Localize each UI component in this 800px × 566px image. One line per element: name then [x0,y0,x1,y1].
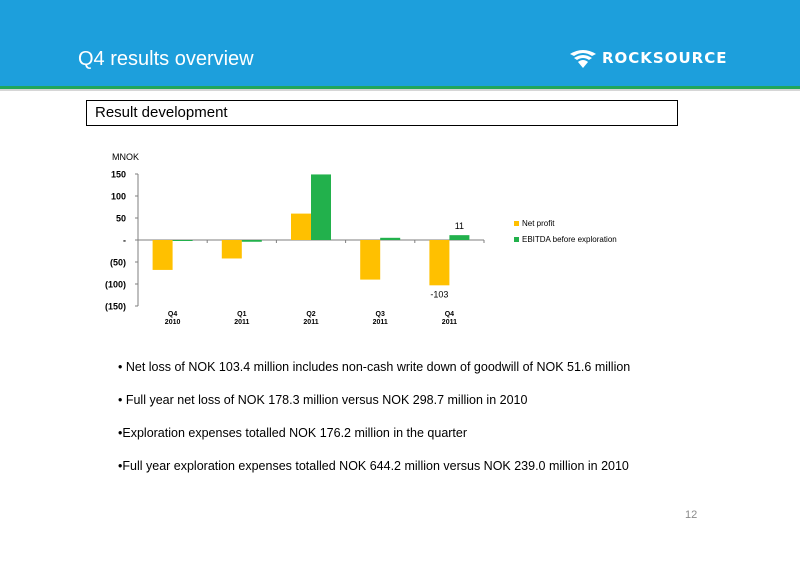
x-tick-label: Q4 [168,311,177,318]
y-tick-label: (100) [105,280,126,290]
bar-net-profit [221,240,242,259]
bar-net-profit [291,213,311,240]
chart-data-labels: -103 11 [430,221,464,299]
result-chart: MNOK 15010050-(50)(100)(150)Q42010Q12011… [105,152,617,326]
x-tick-label: 2010 [165,319,181,326]
bullet-item: •Full year exploration expenses totalled… [118,459,629,473]
section-title: Result development [95,104,228,121]
chart-unit-label: MNOK [112,152,139,162]
x-tick-label: Q1 [237,311,246,318]
chart-axes: 15010050-(50)(100)(150)Q42010Q12011Q2201… [105,170,485,326]
bar-net-profit [429,240,450,286]
x-tick-label: Q3 [376,311,385,318]
page-number: 12 [685,509,698,521]
y-tick-label: 150 [111,170,126,180]
data-label: -103 [430,289,448,299]
bullet-item: • Net loss of NOK 103.4 million includes… [118,360,631,374]
header-bar: Q4 results overview ROCKSOURCE [0,0,800,86]
bar-ebitda [241,240,262,242]
legend-swatch [514,221,519,226]
bullet-item: • Full year net loss of NOK 178.3 millio… [118,393,528,407]
bar-net-profit [152,240,173,270]
y-tick-label: 50 [116,214,126,224]
x-tick-label: Q2 [306,311,315,318]
bullet-item: •Exploration expenses totalled NOK 176.2… [118,426,468,440]
bar-net-profit [360,240,381,280]
rocksource-logo: ROCKSOURCE [568,46,726,70]
y-tick-label: - [123,236,126,246]
x-tick-label: 2011 [234,319,249,326]
bar-ebitda [172,240,193,241]
x-tick-label: 2011 [303,319,318,326]
header-shadow-stripe [0,89,800,91]
bar-ebitda [311,174,331,240]
chart-bars [152,174,470,286]
header-accent-stripe [0,86,800,89]
x-tick-label: 2011 [373,319,388,326]
data-label: 11 [455,221,464,231]
x-tick-label: Q4 [445,311,454,318]
y-tick-label: (50) [110,258,126,268]
bar-ebitda [380,237,401,240]
section-header-box: Result development [86,100,678,126]
y-tick-label: 100 [111,192,126,202]
y-tick-label: (150) [105,302,126,312]
legend-label: EBITDA before exploration [522,235,617,244]
bar-ebitda [449,235,470,240]
legend-swatch [514,237,519,242]
chart-legend: Net profit EBITDA before exploration [514,219,617,244]
slide-title: Q4 results overview [78,48,254,70]
legend-label: Net profit [522,219,555,228]
logo-wordmark: ROCKSOURCE [602,49,728,67]
rocksource-logo-icon [570,50,596,68]
x-tick-label: 2011 [442,319,457,326]
